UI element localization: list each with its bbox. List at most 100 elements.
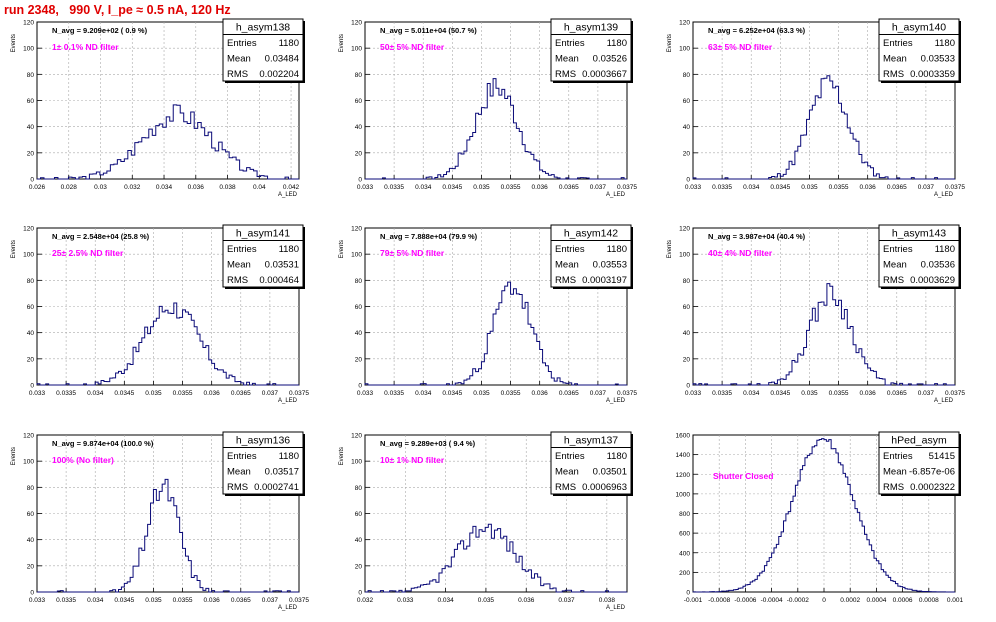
stats-label: Mean	[883, 467, 907, 478]
x-tick-label: 0.034	[87, 597, 104, 604]
y-tick-label: 0	[358, 590, 362, 597]
x-tick-label: -0.0002	[787, 597, 809, 604]
stats-title: h_asym137	[564, 435, 618, 447]
y-tick-label: 0	[686, 177, 690, 184]
x-tick-label: 0.035	[478, 597, 495, 604]
x-tick-label: 0.0345	[770, 184, 790, 191]
x-tick-label: 0.04	[253, 184, 266, 191]
y-tick-label: 80	[683, 278, 691, 285]
x-tick-label: 0.036	[518, 597, 535, 604]
x-tick-label: 0.0335	[712, 184, 732, 191]
y-tick-label: 400	[679, 550, 690, 557]
x-tick-label: 0.0375	[945, 184, 965, 191]
y-axis-label: Events	[667, 240, 673, 258]
stats-box	[222, 224, 304, 288]
x-tick-label: -0.001	[684, 597, 703, 604]
y-tick-label: 100	[351, 46, 362, 53]
x-tick-label: 0.0365	[887, 184, 907, 191]
x-tick-label: 0.0355	[829, 184, 849, 191]
x-axis-label: A_LED	[934, 192, 954, 198]
stats-value: 0.03553	[593, 260, 627, 271]
x-tick-label: 0.03	[94, 184, 107, 191]
x-tick-label: 0.0004	[866, 597, 886, 604]
histogram-line	[692, 438, 955, 593]
stats-title: h_asym143	[892, 228, 946, 240]
y-tick-label: 120	[679, 20, 690, 27]
y-axis-label: Events	[11, 34, 17, 52]
stats-box	[878, 18, 960, 82]
y-tick-label: 100	[23, 459, 34, 466]
stats-value: 0.03501	[593, 467, 627, 478]
x-tick-label: 0.037	[590, 184, 607, 191]
y-tick-label: 60	[27, 304, 35, 311]
stats-box	[222, 18, 304, 82]
y-axis-label: Events	[11, 447, 17, 465]
histogram-panel-h_asym142: 0.033 0.0335 0.034 0.0345 0.035 0.0355 0.036 0.…	[339, 224, 637, 404]
x-tick-label: 0.032	[124, 184, 141, 191]
stats-label: Entries	[883, 244, 913, 255]
stats-label: Mean	[227, 467, 251, 478]
stats-label: Mean	[555, 467, 579, 478]
x-tick-label: 0.035	[473, 184, 490, 191]
x-tick-label: 0.001	[947, 597, 964, 604]
y-tick-label: 40	[683, 330, 691, 337]
histogram-panel-h_asym139: 0.033 0.0335 0.034 0.0345 0.035 0.0355 0.036 0.…	[339, 18, 637, 198]
stats-label: Entries	[227, 244, 257, 255]
stats-value: 0.0003629	[910, 275, 955, 286]
stats-value: 1180	[935, 38, 955, 49]
x-tick-label: 0	[822, 597, 826, 604]
x-axis-label: A_LED	[278, 605, 298, 611]
stats-value: 1180	[279, 451, 299, 462]
x-axis-label: A_LED	[606, 192, 626, 198]
stats-label: Entries	[227, 451, 257, 462]
stats-label: Entries	[883, 451, 913, 462]
stats-value: 0.03536	[921, 260, 955, 271]
stats-box	[550, 224, 632, 288]
stats-value: 0.03517	[265, 467, 299, 478]
stats-value: -6.857e-06	[909, 467, 955, 478]
y-tick-label: 80	[355, 485, 363, 492]
y-tick-label: 40	[27, 330, 35, 337]
filter-annotation: 25± 2.5% ND filter	[52, 248, 124, 258]
y-tick-label: 100	[679, 46, 690, 53]
x-tick-label: 0.0345	[114, 597, 134, 604]
y-tick-label: 1600	[676, 433, 691, 440]
y-tick-label: 40	[355, 537, 363, 544]
x-tick-label: 0.028	[61, 184, 78, 191]
y-tick-label: 100	[23, 46, 34, 53]
x-tick-label: 0.0008	[919, 597, 939, 604]
x-tick-label: 0.0345	[770, 390, 790, 397]
x-tick-label: 0.0355	[173, 597, 193, 604]
y-tick-label: 60	[355, 511, 363, 518]
stats-label: RMS	[883, 69, 904, 80]
stats-value: 0.0006963	[582, 482, 627, 493]
x-tick-label: 0.0375	[617, 390, 637, 397]
y-tick-label: 20	[683, 150, 691, 157]
stats-value: 0.002204	[259, 69, 299, 80]
stats-value: 0.0003667	[582, 69, 627, 80]
y-tick-label: 0	[30, 383, 34, 390]
stats-value: 1180	[279, 244, 299, 255]
stats-label: Entries	[555, 38, 585, 49]
stats-value: 0.03531	[265, 260, 299, 271]
stats-label: RMS	[883, 482, 904, 493]
x-tick-label: 0.033	[685, 184, 702, 191]
filter-annotation: Shutter Closed	[713, 471, 773, 481]
x-tick-label: 0.034	[437, 597, 454, 604]
x-tick-label: 0.034	[415, 390, 432, 397]
stats-label: Entries	[227, 38, 257, 49]
histogram-line	[692, 75, 955, 180]
histogram-line	[692, 283, 955, 386]
y-tick-label: 100	[679, 252, 690, 259]
y-tick-label: 1200	[676, 472, 691, 479]
stats-value: 1180	[607, 451, 627, 462]
x-tick-label: 0.0006	[893, 597, 913, 604]
x-tick-label: 0.035	[145, 597, 162, 604]
x-axis-label: A_LED	[606, 605, 626, 611]
histogram-panel-h_asym138: 0.026 0.028 0.03 0.032 0.034 0.036 0.038 0.04 0.…	[11, 18, 305, 198]
x-tick-label: 0.0355	[501, 390, 521, 397]
stats-box	[222, 431, 304, 495]
y-tick-label: 40	[27, 124, 35, 131]
y-tick-label: 0	[30, 177, 34, 184]
stats-label: Mean	[227, 54, 251, 65]
